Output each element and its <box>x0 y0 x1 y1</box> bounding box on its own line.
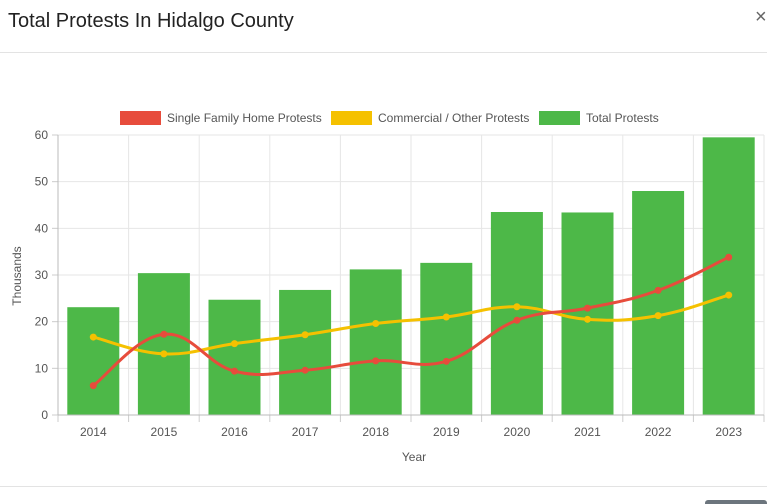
legend-item-commercial-other-protests[interactable]: Commercial / Other Protests <box>331 111 529 125</box>
y-tick-label: 10 <box>35 361 49 375</box>
x-tick-label: 2023 <box>715 425 742 439</box>
total-protests-bar[interactable] <box>490 212 543 415</box>
commercial-other-protests-point[interactable] <box>513 303 521 311</box>
commercial-other-protests-point[interactable] <box>584 315 591 323</box>
single-family-home-protests-point[interactable] <box>372 357 380 365</box>
single-family-home-protests-point[interactable] <box>654 286 662 294</box>
legend-label: Total Protests <box>586 111 659 125</box>
protests-chart: Single Family Home Protests Commercial / … <box>10 111 765 464</box>
legend-swatch <box>120 111 161 125</box>
legend-label: Single Family Home Protests <box>167 111 322 125</box>
dialog-footer-divider <box>0 486 767 487</box>
single-family-home-protests-line <box>92 255 730 387</box>
legend-swatch <box>331 111 372 125</box>
x-tick-label: 2015 <box>151 425 178 439</box>
x-tick-label: 2022 <box>645 425 672 439</box>
single-family-home-protests-point[interactable] <box>584 304 591 312</box>
y-tick-label: 20 <box>35 315 49 329</box>
chart-axes: 0 10 20 30 40 50 60 2014 2015 2016 2017 2018 2019 202… <box>35 128 765 439</box>
bar-series <box>67 137 755 415</box>
x-tick-label: 2018 <box>362 425 389 439</box>
commercial-other-protests-point[interactable] <box>442 313 450 321</box>
total-protests-bar[interactable] <box>67 307 120 415</box>
single-family-home-protests-point[interactable] <box>89 382 97 390</box>
commercial-other-protests-point[interactable] <box>725 291 733 299</box>
y-tick-label: 60 <box>35 128 49 142</box>
y-tick-label: 0 <box>41 408 48 422</box>
commercial-other-protests-point[interactable] <box>301 331 309 339</box>
commercial-other-protests-point[interactable] <box>160 350 168 358</box>
dialog-title: Total Protests In Hidalgo County <box>8 10 294 32</box>
total-protests-bar[interactable] <box>279 289 332 415</box>
legend-swatch <box>539 111 580 125</box>
x-tick-label: 2020 <box>504 425 531 439</box>
x-tick-label: 2016 <box>221 425 248 439</box>
commercial-other-protests-point[interactable] <box>654 312 662 320</box>
chart-grid <box>57 134 765 416</box>
total-protests-bar[interactable] <box>420 262 473 415</box>
legend-item-single-family-home-protests[interactable]: Single Family Home Protests <box>120 111 322 125</box>
y-tick-label: 30 <box>35 268 49 282</box>
x-tick-label: 2014 <box>80 425 107 439</box>
total-protests-bar[interactable] <box>561 212 614 415</box>
total-protests-bar[interactable] <box>137 273 190 415</box>
total-protests-bar[interactable] <box>208 299 261 415</box>
x-tick-label: 2021 <box>574 425 601 439</box>
close-icon[interactable]: × <box>755 6 767 28</box>
total-protests-bar[interactable] <box>632 191 685 415</box>
legend-item-total-protests[interactable]: Total Protests <box>539 111 659 125</box>
single-family-home-protests-point[interactable] <box>301 366 309 374</box>
x-tick-label: 2017 <box>292 425 319 439</box>
total-protests-bar[interactable] <box>702 137 755 415</box>
x-tick-label: 2019 <box>433 425 460 439</box>
legend-label: Commercial / Other Protests <box>378 111 529 125</box>
x-axis-label: Year <box>402 450 426 464</box>
commercial-other-protests-point[interactable] <box>231 340 238 348</box>
dialog-header: Total Protests In Hidalgo County × <box>0 0 767 53</box>
chart-legend: Single Family Home Protests Commercial / … <box>120 111 659 125</box>
y-tick-label: 40 <box>35 221 49 235</box>
total-protests-bar[interactable] <box>349 269 402 415</box>
single-family-home-protests-point[interactable] <box>442 357 450 365</box>
y-tick-label: 50 <box>35 175 49 189</box>
single-family-home-protests-point[interactable] <box>513 316 521 324</box>
commercial-other-protests-point[interactable] <box>372 320 380 328</box>
single-family-home-protests-point[interactable] <box>725 253 733 261</box>
y-axis-label: Thousands <box>10 246 24 305</box>
line-series <box>89 253 733 390</box>
footer-button[interactable] <box>705 500 767 504</box>
single-family-home-protests-point[interactable] <box>231 367 238 375</box>
commercial-other-protests-point[interactable] <box>89 333 97 341</box>
single-family-home-protests-point[interactable] <box>160 330 168 338</box>
